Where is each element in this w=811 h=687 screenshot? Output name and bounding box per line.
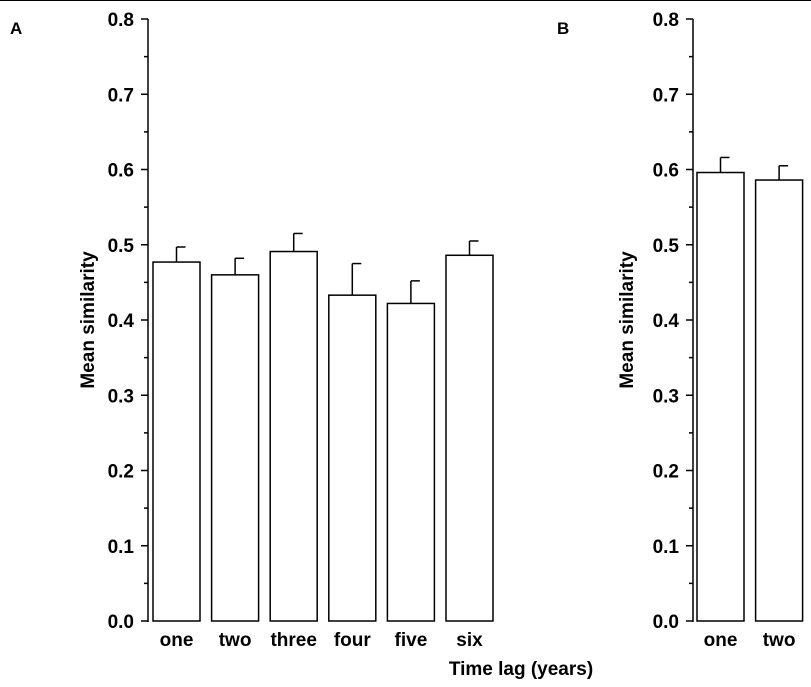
x-tick-label-one: one (160, 630, 194, 651)
bar-three (270, 252, 317, 621)
y-tick-label: 0.5 (108, 236, 135, 257)
x-axis-label: Time lag (years) (449, 659, 593, 680)
y-tick-label: 0.0 (653, 612, 679, 633)
x-tick-label-six: six (456, 630, 483, 651)
bar-one (697, 173, 744, 621)
x-tick-label-one: one (704, 630, 738, 651)
y-axis-label: Mean similarity (617, 251, 638, 389)
x-tick-label-three: three (270, 630, 316, 651)
y-tick-label: 0.8 (108, 10, 134, 31)
y-tick-label: 0.7 (653, 85, 679, 106)
bar-six (446, 255, 493, 621)
bar-two (756, 180, 803, 621)
y-tick-label: 0.5 (653, 236, 680, 257)
y-tick-label: 0.6 (653, 161, 679, 182)
bar-one (153, 262, 200, 621)
y-tick-label: 0.7 (108, 85, 134, 106)
y-tick-label: 0.8 (653, 10, 679, 31)
y-tick-label: 0.2 (108, 462, 134, 483)
y-tick-label: 0.3 (653, 386, 679, 407)
y-tick-label: 0.3 (108, 386, 134, 407)
y-tick-label: 0.6 (108, 161, 134, 182)
bar-five (387, 303, 434, 621)
y-tick-label: 0.0 (108, 612, 134, 633)
bar-four (329, 295, 376, 621)
chart-panel-b: B 0.0 0.1 0.2 0.3 0.4 0.5 0.6 0.7 0.8 Mean similar… (557, 10, 803, 651)
panel-label: B (557, 19, 569, 38)
y-tick-label: 0.1 (108, 537, 135, 558)
y-tick-label: 0.2 (653, 462, 679, 483)
chart-panel-a: A 0.0 0.1 0.2 0.3 0.4 0.5 0.6 0.7 0.8 Mean similar… (10, 10, 593, 680)
x-tick-label-two: two (763, 630, 796, 651)
x-tick-label-two: two (219, 630, 252, 651)
x-tick-label-five: five (395, 630, 428, 651)
y-tick-label: 0.4 (108, 311, 135, 332)
bar-two (212, 275, 259, 621)
y-axis-label: Mean similarity (78, 251, 99, 389)
panel-label: A (10, 19, 22, 38)
y-tick-label: 0.4 (653, 311, 680, 332)
y-tick-label: 0.1 (653, 537, 680, 558)
x-tick-label-four: four (334, 630, 372, 651)
